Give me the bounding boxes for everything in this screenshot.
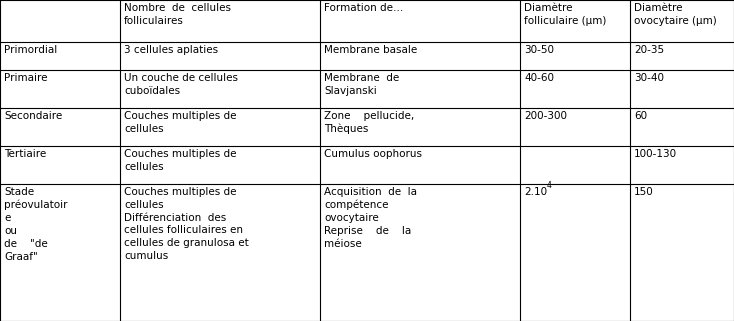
Text: 30-40: 30-40 — [634, 73, 664, 83]
Text: 40-60: 40-60 — [524, 73, 554, 83]
Text: Couches multiples de
cellules: Couches multiples de cellules — [124, 149, 236, 172]
Text: 3 cellules aplaties: 3 cellules aplaties — [124, 45, 218, 55]
Text: Acquisition  de  la
compétence
ovocytaire
Reprise    de    la
méiose: Acquisition de la compétence ovocytaire … — [324, 187, 417, 249]
Text: 150: 150 — [634, 187, 654, 197]
Text: Nombre  de  cellules
folliculaires: Nombre de cellules folliculaires — [124, 3, 231, 26]
Text: Zone    pellucide,
Thèques: Zone pellucide, Thèques — [324, 111, 414, 134]
Text: Cumulus oophorus: Cumulus oophorus — [324, 149, 422, 159]
Text: 20-35: 20-35 — [634, 45, 664, 55]
Text: 60: 60 — [634, 111, 647, 121]
Text: Couches multiples de
cellules: Couches multiples de cellules — [124, 111, 236, 134]
Text: 30-50: 30-50 — [524, 45, 554, 55]
Text: 200-300: 200-300 — [524, 111, 567, 121]
Text: Primordial: Primordial — [4, 45, 57, 55]
Text: Tertiaire: Tertiaire — [4, 149, 46, 159]
Text: Couches multiples de
cellules
Différenciation  des
cellules folliculaires en
cel: Couches multiples de cellules Différenci… — [124, 187, 249, 261]
Text: Diamètre
folliculaire (µm): Diamètre folliculaire (µm) — [524, 3, 606, 26]
Text: Membrane basale: Membrane basale — [324, 45, 417, 55]
Text: 4: 4 — [547, 181, 552, 190]
Text: 2.10: 2.10 — [524, 187, 547, 197]
Text: Secondaire: Secondaire — [4, 111, 62, 121]
Text: Diamètre
ovocytaire (µm): Diamètre ovocytaire (µm) — [634, 3, 716, 26]
Text: Membrane  de
Slavjanski: Membrane de Slavjanski — [324, 73, 399, 96]
Text: 100-130: 100-130 — [634, 149, 677, 159]
Text: Primaire: Primaire — [4, 73, 48, 83]
Text: Stade
préovulatoir
e
ou
de    "de
Graaf": Stade préovulatoir e ou de "de Graaf" — [4, 187, 68, 262]
Text: Formation de…: Formation de… — [324, 3, 404, 13]
Text: Un couche de cellules
cuboïdales: Un couche de cellules cuboïdales — [124, 73, 238, 96]
